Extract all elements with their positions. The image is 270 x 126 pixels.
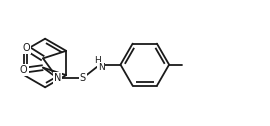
Text: H: H: [94, 56, 101, 65]
Text: O: O: [23, 43, 31, 53]
Text: N: N: [98, 63, 104, 72]
Text: N: N: [54, 73, 61, 83]
Text: O: O: [20, 65, 28, 75]
Text: S: S: [80, 73, 86, 83]
